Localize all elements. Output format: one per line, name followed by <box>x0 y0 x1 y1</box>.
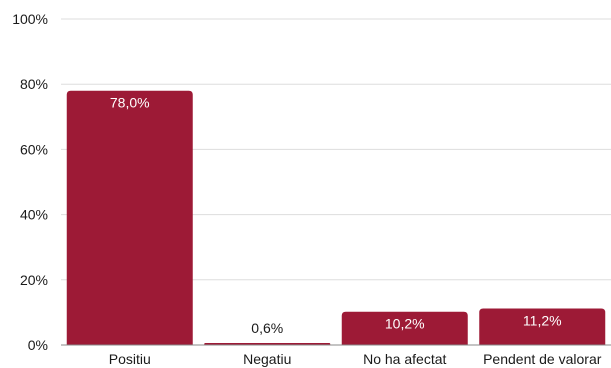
y-axis-ticks: 0% 20% 40% 60% 80% 100% <box>12 11 48 353</box>
data-labels: 78,0% 0,6% 10,2% 11,2% <box>110 95 562 336</box>
x-tick-label: Positiu <box>109 351 151 367</box>
x-tick-label: No ha afectat <box>363 351 446 367</box>
y-tick-label: 100% <box>12 11 48 27</box>
x-axis-labels: Positiu Negatiu No ha afectat Pendent de va… <box>109 351 602 367</box>
y-tick-label: 40% <box>20 207 48 223</box>
x-tick-label: Negatiu <box>243 351 291 367</box>
data-label: 10,2% <box>385 316 425 332</box>
y-tick-label: 20% <box>20 272 48 288</box>
data-label: 11,2% <box>523 312 562 328</box>
data-label: 0,6% <box>251 320 283 336</box>
bar <box>341 311 468 345</box>
data-label: 78,0% <box>110 95 150 111</box>
bar <box>479 308 606 345</box>
bar <box>66 90 193 345</box>
y-tick-label: 80% <box>20 76 48 92</box>
y-tick-label: 60% <box>20 141 48 157</box>
y-tick-label: 0% <box>28 337 48 353</box>
x-tick-label: Pendent de valorar <box>483 351 602 367</box>
bars <box>66 90 606 345</box>
